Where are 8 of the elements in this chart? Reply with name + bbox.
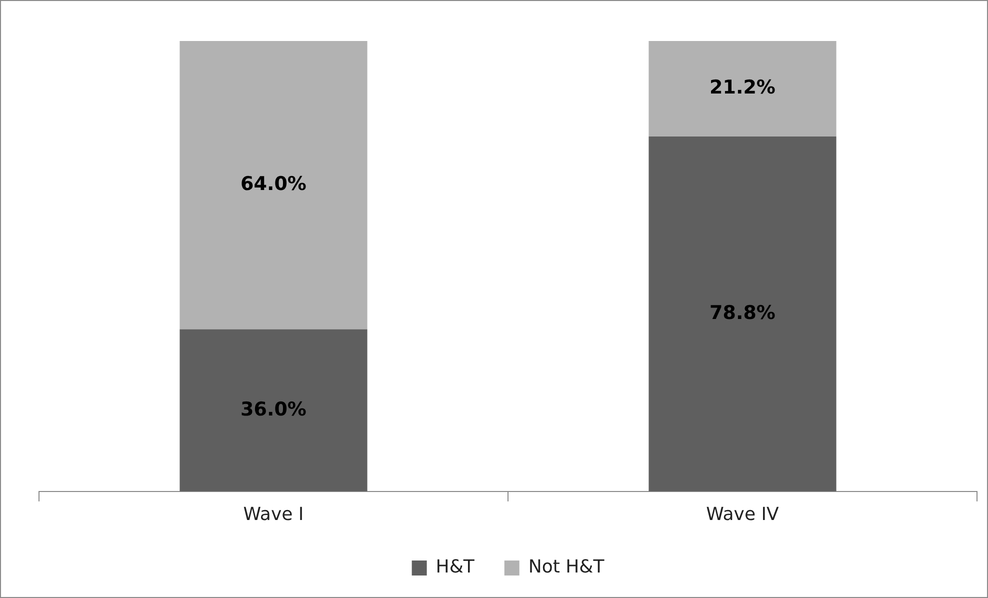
data-label: 36.0% [240,398,306,420]
legend-label: H&T [436,556,476,578]
data-label: 64.0% [240,173,306,196]
data-label: 21.2% [710,76,776,99]
data-label: 78.8% [710,302,776,324]
x-tick-label: Wave I [243,504,304,525]
x-tick-label: Wave IV [706,504,780,525]
legend-label: Not H&T [528,556,606,578]
